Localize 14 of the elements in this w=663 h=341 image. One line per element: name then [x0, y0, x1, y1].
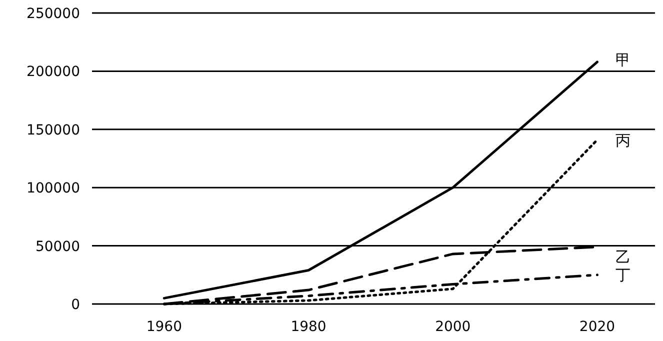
series-label: 乙 — [615, 248, 630, 266]
y-tick-label: 150000 — [26, 122, 80, 138]
x-tick-label: 1960 — [146, 319, 182, 335]
y-tick-label: 50000 — [35, 238, 80, 255]
y-tick-label: 0 — [71, 297, 80, 313]
x-tick-label: 2000 — [435, 319, 471, 335]
series-label: 甲 — [615, 51, 630, 70]
x-tick-label: 1980 — [290, 319, 326, 335]
series-label: 丙 — [615, 131, 630, 150]
y-tick-label: 250000 — [26, 6, 80, 22]
y-tick-label: 200000 — [26, 64, 80, 80]
series-label: 丁 — [615, 266, 630, 284]
y-tick-label: 100000 — [26, 180, 80, 197]
x-tick-label: 2020 — [579, 319, 616, 335]
